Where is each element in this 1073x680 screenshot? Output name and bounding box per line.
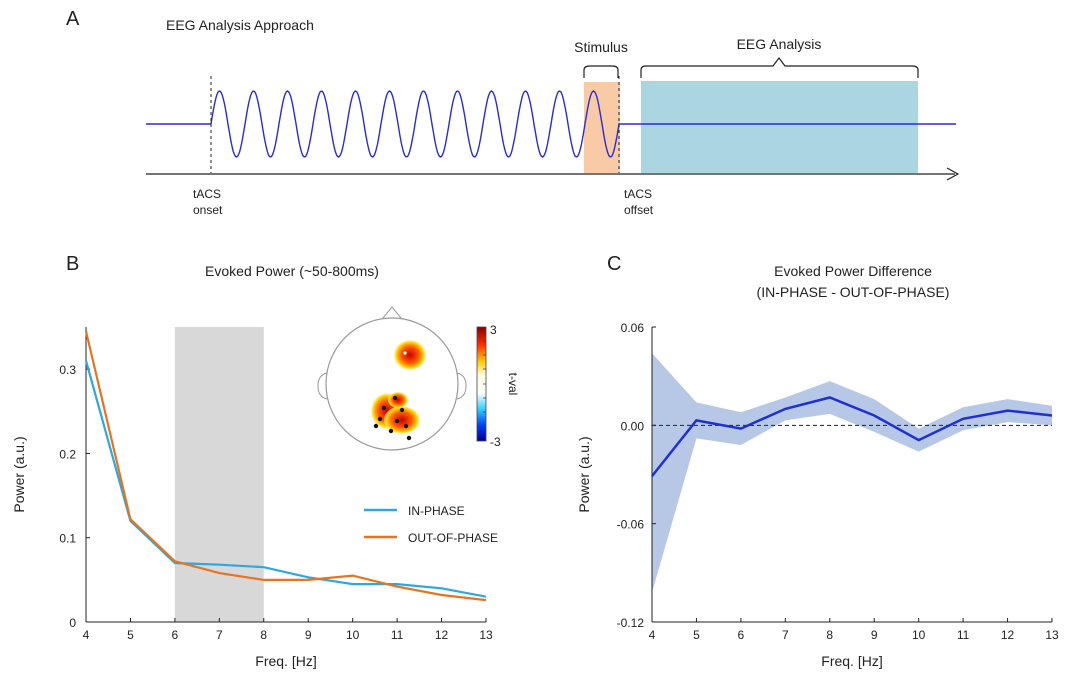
panel-c-letter: C — [607, 253, 621, 275]
x-tick-label: 10 — [346, 628, 360, 642]
x-tick-label: 5 — [693, 628, 700, 642]
colorbar-label: t-val — [506, 373, 520, 396]
x-tick-label: 12 — [435, 628, 449, 642]
electrode-marker — [403, 351, 407, 355]
topomap-left-ear — [317, 372, 328, 400]
x-tick-label: 4 — [649, 628, 656, 642]
x-axis-label: Freq. [Hz] — [821, 653, 882, 669]
colorbar-min: -3 — [490, 435, 501, 449]
x-tick-label: 4 — [83, 628, 90, 642]
topomap-blob-upper — [388, 392, 408, 408]
x-tick-label: 6 — [738, 628, 745, 642]
electrode-marker — [399, 407, 405, 413]
x-tick-label: 13 — [1045, 628, 1059, 642]
onset-label-1: tACS — [193, 187, 221, 201]
stimulus-bracket — [583, 65, 619, 78]
x-tick-label: 12 — [1001, 628, 1015, 642]
topomap-right-ear — [456, 372, 467, 400]
panel-a-letter: A — [66, 8, 80, 30]
x-tick-label: 7 — [216, 628, 223, 642]
y-tick-label: 0.00 — [621, 419, 645, 433]
analysis-label: EEG Analysis — [737, 36, 822, 52]
stimulus-label: Stimulus — [574, 39, 628, 55]
chart-c-title-line1: Evoked Power Difference — [774, 263, 932, 279]
x-tick-label: 11 — [957, 628, 970, 642]
y-tick-label: 0 — [69, 616, 76, 630]
chart-c-title-line2: (IN-PHASE - OUT-OF-PHASE) — [757, 284, 950, 300]
tacs-waveform — [146, 90, 956, 158]
onset-label-2: onset — [193, 203, 223, 217]
y-tick-label: 0.3 — [59, 363, 76, 377]
topomap-blob-frontal — [394, 340, 426, 370]
electrode-marker — [406, 435, 412, 441]
x-tick-label: 8 — [826, 628, 833, 642]
x-tick-label: 5 — [127, 628, 134, 642]
x-tick-label: 9 — [871, 628, 878, 642]
electrode-marker — [388, 428, 394, 434]
time-axis-arrow — [946, 167, 960, 181]
offset-label-1: tACS — [624, 187, 652, 201]
error-band — [652, 353, 1052, 593]
x-tick-label: 9 — [305, 628, 312, 642]
x-tick-label: 8 — [260, 628, 267, 642]
x-tick-label: 11 — [391, 628, 404, 642]
y-tick-label: -0.12 — [617, 616, 645, 630]
x-tick-label: 10 — [912, 628, 926, 642]
electrode-marker — [373, 423, 379, 429]
series-line — [84, 330, 487, 602]
colorbar-ticks — [483, 340, 486, 427]
offset-label-2: offset — [624, 203, 654, 217]
electrode-marker — [392, 395, 398, 401]
analysis-bracket — [640, 57, 919, 78]
panel-a-title: EEG Analysis Approach — [166, 17, 314, 33]
chart-b-plot: 0 0.1 0.2 0.3 4 5 6 7 8 9 10 11 12 13 Freq. [Hz] Power … — [11, 327, 498, 669]
x-tick-label: 6 — [172, 628, 179, 642]
chart-b-title: Evoked Power (~50-800ms) — [205, 263, 379, 279]
difference-line — [651, 396, 1053, 477]
x-tick-label: 7 — [782, 628, 789, 642]
legend-label: OUT-OF-PHASE — [408, 531, 498, 545]
y-tick-label: 0.06 — [621, 321, 645, 335]
y-tick-label: 0.2 — [59, 447, 76, 461]
analysis-window — [641, 81, 918, 173]
electrode-marker — [394, 418, 400, 424]
y-axis-label: Power (a.u.) — [576, 436, 592, 512]
x-tick-label: 13 — [479, 628, 493, 642]
y-tick-label: 0.1 — [59, 532, 76, 546]
topomap-blob-center — [384, 406, 420, 434]
y-axis-label: Power (a.u.) — [11, 436, 27, 512]
series-line — [84, 360, 487, 598]
y-tick-label: -0.06 — [617, 518, 645, 532]
chart-c-plot: 0.06 0.00 -0.06 -0.12 4 5 6 7 8 9 10 11 12 13 Freq. [H… — [576, 321, 1059, 669]
colorbar-max: 3 — [490, 323, 497, 337]
panel-b-letter: B — [66, 253, 79, 275]
electrode-marker — [381, 405, 387, 411]
topomap-inset: 3 -3 t-val — [317, 306, 520, 451]
legend-label: IN-PHASE — [408, 504, 465, 518]
x-axis-label: Freq. [Hz] — [255, 653, 316, 669]
electrode-marker — [377, 416, 383, 422]
electrode-marker — [403, 423, 409, 429]
topomap-nose — [382, 306, 402, 319]
